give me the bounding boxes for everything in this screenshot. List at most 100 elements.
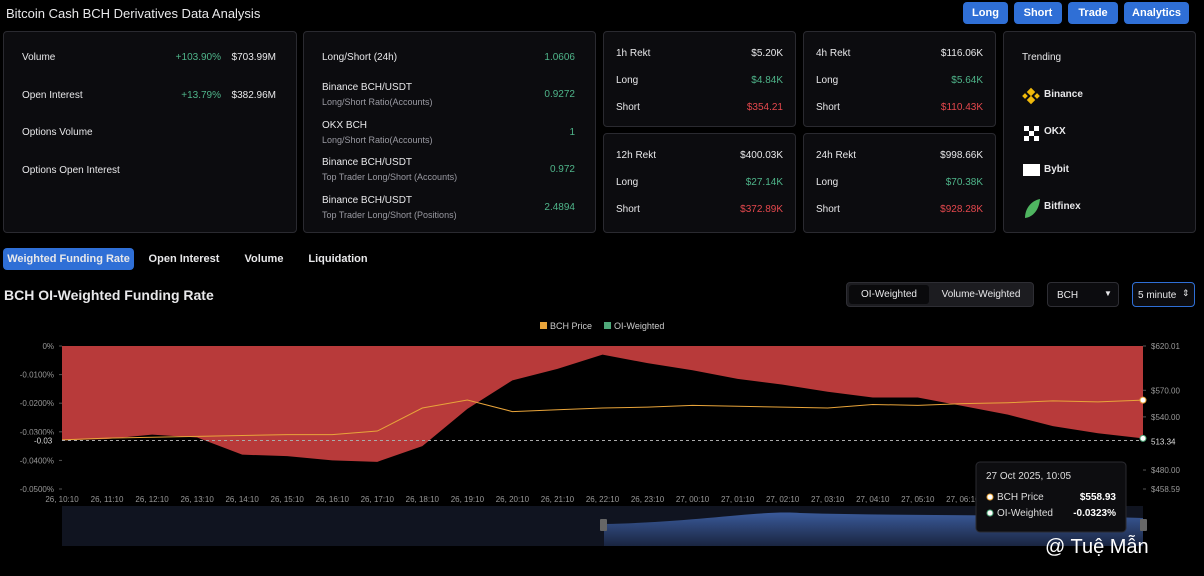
rekt-total: $998.66K — [940, 150, 983, 161]
metric-value: $382.96M — [231, 89, 276, 101]
legend-swatch — [540, 322, 547, 329]
header-button[interactable]: Analytics — [1124, 2, 1189, 24]
spinner-arrows: ⇕ — [1182, 288, 1190, 298]
y-tick-label: 0% — [42, 342, 54, 351]
tooltip: 27 Oct 2025, 10:05 BCH Price $558.93 OI-Wei… — [975, 461, 1127, 533]
header-button[interactable]: Long — [963, 2, 1008, 24]
rekt-short-label: Short — [816, 204, 840, 215]
rekt-short: $928.28K — [940, 204, 983, 215]
tab[interactable]: Weighted Funding Rate — [3, 248, 134, 270]
trending-item[interactable]: Bybit — [1044, 163, 1069, 175]
price-hover-dot — [1139, 396, 1147, 404]
crosshair-y2-label: 513.34 — [1151, 437, 1176, 446]
y-tick-label: -0.0400% — [20, 456, 54, 465]
tooltip-marker — [986, 509, 994, 517]
metric-value: $703.99M — [231, 52, 276, 63]
x-tick-label: 26, 19:10 — [451, 495, 485, 504]
chart-title: BCH OI-Weighted Funding Rate — [4, 287, 214, 303]
interval-select[interactable]: 5 minute ⇕ — [1132, 282, 1195, 307]
ratio-title: OKX BCH — [322, 119, 368, 131]
dropdown-arrow: ▼ — [1104, 289, 1112, 298]
trending-item[interactable]: OKX — [1044, 126, 1066, 138]
trending-item[interactable]: Bitfinex — [1044, 200, 1081, 212]
toggle-option[interactable]: Volume-Weighted — [941, 289, 1021, 300]
ratio-value: 0.9272 — [544, 89, 575, 100]
metric-label: Open Interest — [22, 89, 83, 101]
ratio-subtitle: Long/Short Ratio(Accounts) — [322, 134, 433, 145]
tooltip-marker — [986, 493, 994, 501]
x-tick-label: 27, 03:10 — [811, 495, 845, 504]
tooltip-value: $558.93 — [1080, 492, 1117, 503]
rekt-total: $116.06K — [940, 48, 983, 59]
rekt-long: $5.64K — [951, 75, 983, 86]
y-tick-label: -0.0200% — [20, 399, 54, 408]
rekt-period: 24h Rekt — [816, 150, 857, 161]
tab[interactable]: Open Interest — [148, 253, 220, 265]
rekt-total: $5.20K — [751, 48, 783, 59]
tab[interactable]: Volume — [244, 253, 284, 265]
rekt-total: $400.03K — [740, 150, 783, 161]
ratio-subtitle: Long/Short Ratio(Accounts) — [322, 97, 433, 107]
interval-value: 5 minute — [1138, 290, 1177, 301]
rekt-short-label: Short — [816, 102, 840, 113]
rekt-short: $372.89K — [740, 204, 783, 215]
x-tick-label: 27, 04:10 — [856, 495, 890, 504]
legend-label: BCH Price — [550, 321, 592, 331]
metric-label: Options Open Interest — [22, 164, 120, 176]
ratio-title: Long/Short (24h) — [322, 52, 398, 63]
tab[interactable]: Liquidation — [308, 253, 368, 265]
price-line — [61, 399, 1144, 441]
page-title: Bitcoin Cash BCH Derivatives Data Analys… — [6, 6, 261, 21]
legend-swatch — [604, 322, 612, 329]
toggle-option[interactable]: OI-Weighted — [849, 285, 929, 304]
ratio-subtitle: Top Trader Long/Short (Accounts) — [322, 172, 458, 182]
chart: BCH Price OI-Weighted 0% -0.0100% -0.0200% -0… — [20, 321, 1180, 546]
y2-tick-label: $570.00 — [1151, 386, 1180, 395]
trending-item[interactable]: Binance — [1044, 89, 1083, 100]
ratios-card: Long/Short (24h) 1.0606 Binance BCH/USDT Lo… — [303, 31, 596, 233]
x-tick-label: 26, 14:10 — [225, 495, 259, 504]
y-tick-label: -0.0300% — [20, 428, 54, 437]
rekt-card: 4h Rekt $116.06K Long $5.64K Short $110.43K — [803, 31, 996, 127]
y2-tick-label: $480.00 — [1151, 466, 1180, 475]
x-tick-label: 26, 11:10 — [91, 495, 124, 504]
x-tick-label: 27, 02:10 — [766, 495, 800, 504]
coin-select[interactable]: BCH ▼ — [1047, 282, 1119, 307]
ratio-title: Binance BCH/USDT — [322, 82, 413, 93]
rekt-long-label: Long — [816, 177, 839, 188]
rekt-long-label: Long — [616, 75, 639, 86]
rekt-period: 4h Rekt — [816, 48, 851, 59]
x-tick-label: 26, 16:10 — [316, 495, 350, 504]
rekt-card: 12h Rekt $400.03K Long $27.14K Short $372.89K — [603, 133, 796, 233]
crosshair-y-label: -0.03 — [34, 436, 53, 445]
weighting-toggle: OI-Weighted Volume-Weighted — [846, 282, 1034, 307]
tooltip-name: OI-Weighted — [997, 508, 1053, 519]
rekt-short: $354.21 — [746, 102, 783, 113]
trending-icons — [1022, 87, 1040, 218]
rekt-period: 1h Rekt — [616, 48, 651, 59]
rekt-period: 12h Rekt — [616, 150, 657, 161]
rekt-short-label: Short — [616, 204, 640, 215]
ratio-value: 1.0606 — [544, 52, 575, 63]
navigator-handle — [1140, 519, 1147, 531]
y2-tick-label: $540.00 — [1151, 413, 1180, 422]
tooltip-name: BCH Price — [997, 492, 1044, 503]
x-tick-label: 27, 01:10 — [721, 495, 755, 504]
header-button[interactable]: Trade — [1068, 2, 1118, 24]
rekt-short-label: Short — [616, 102, 640, 113]
rekt-long: $4.84K — [751, 75, 783, 86]
bybit-icon — [1023, 164, 1040, 176]
x-tick-label: 26, 23:10 — [631, 495, 665, 504]
tooltip-value: -0.0323% — [1073, 508, 1116, 519]
funding-hover-dot — [1139, 434, 1147, 442]
x-tick-label: 26, 20:10 — [496, 495, 530, 504]
x-tick-label: 26, 18:10 — [406, 495, 440, 504]
trending-title: Trending — [1022, 52, 1062, 63]
rekt-short: $110.43K — [940, 102, 983, 113]
header-button[interactable]: Short — [1014, 2, 1062, 24]
trending-card: Trending Binance OKX Bybit Bitfinex — [1003, 31, 1196, 233]
x-tick-label: 26, 10:10 — [45, 495, 79, 504]
rekt-card: 1h Rekt $5.20K Long $4.84K Short $354.21 — [603, 31, 796, 127]
x-tick-label: 26, 21:10 — [541, 495, 575, 504]
tooltip-date: 27 Oct 2025, 10:05 — [986, 471, 1072, 482]
